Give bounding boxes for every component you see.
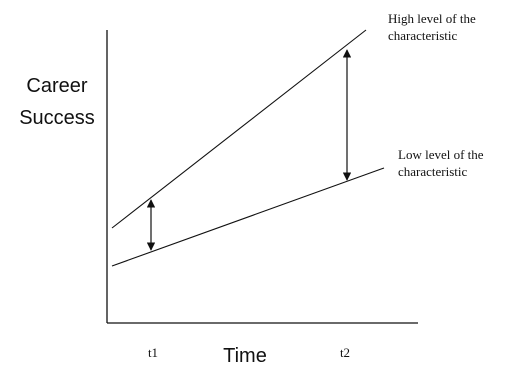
time-point-t2: t2 [340, 345, 350, 360]
high-level-line [111, 29, 367, 229]
time-point-t1: t1 [148, 345, 158, 360]
low-level-label-line1: Low level of the [398, 147, 484, 162]
y-axis-label-line2: Success [19, 107, 95, 129]
y-axis-label-line1: Career [26, 75, 87, 97]
high-level-label-line1: High level of the [388, 11, 476, 26]
x-axis-label: Time [223, 345, 267, 367]
low-level-line [111, 167, 385, 267]
low-level-label-line2: characteristic [398, 164, 468, 179]
high-level-label-line2: characteristic [388, 28, 458, 43]
